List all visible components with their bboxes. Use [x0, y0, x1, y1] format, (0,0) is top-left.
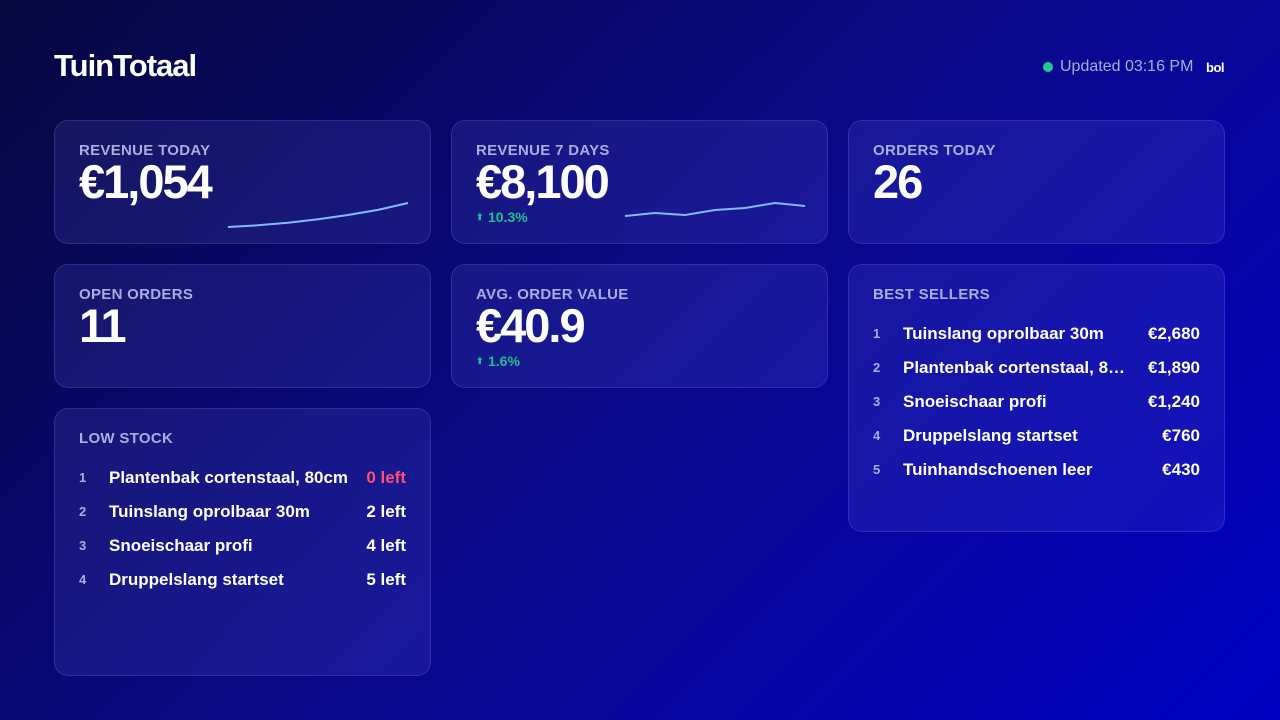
- list-name: Tuinhandschoenen leer: [903, 460, 1093, 479]
- list-name: Plantenbak cortenstaal, 80cm: [903, 358, 1131, 377]
- list-value: 0 left: [366, 468, 406, 487]
- list-name: Snoeischaar profi: [903, 392, 1047, 411]
- sparkline: [227, 202, 409, 228]
- list-value: 2 left: [366, 502, 406, 521]
- list-rank: 4: [873, 428, 881, 443]
- list-card: BEST SELLERS 1 Tuinslang oprolbaar 30m €2,6…: [848, 264, 1225, 532]
- kpi-value: €1,054: [79, 155, 213, 208]
- list-rank: 3: [873, 394, 881, 409]
- up-arrow: ⬆: [476, 356, 484, 366]
- kpi-label: ORDERS TODAY: [873, 142, 996, 159]
- delta-text: 10.3%: [488, 209, 528, 225]
- kpi-value: €8,100: [476, 155, 610, 208]
- kpi-value: 26: [873, 155, 923, 208]
- kpi-label: OPEN ORDERS: [79, 286, 194, 303]
- kpi-delta: ⬆ 1.6%: [476, 353, 520, 369]
- list-value: €2,680: [1148, 324, 1200, 343]
- kpi-label: AVG. ORDER VALUE: [476, 286, 629, 303]
- kpi-label: REVENUE TODAY: [79, 142, 211, 159]
- list-title: BEST SELLERS: [873, 286, 990, 303]
- list-rank: 2: [873, 360, 881, 375]
- list-value: €1,890: [1148, 358, 1200, 377]
- delta-text: 1.6%: [488, 353, 520, 369]
- status-dot: [1043, 62, 1053, 72]
- list-name: Tuinslang oprolbaar 30m: [109, 502, 310, 521]
- list-value: €1,240: [1148, 392, 1200, 411]
- list-rank: 1: [79, 470, 87, 485]
- list-rank: 1: [873, 326, 881, 341]
- list-value: 4 left: [366, 536, 406, 555]
- list-rank: 4: [79, 572, 87, 587]
- kpi-card: REVENUE 7 DAYS €8,100 ⬆ 10.3%: [451, 120, 828, 244]
- list-name: Druppelslang startset: [903, 426, 1078, 445]
- sparkline-line: [624, 202, 806, 217]
- app-title: TuinTotaal: [54, 48, 197, 83]
- kpi-value: €40.9: [476, 299, 586, 352]
- kpi-card: OPEN ORDERS 11: [54, 264, 431, 388]
- list-name: Druppelslang startset: [109, 570, 284, 589]
- kpi-card: ORDERS TODAY 26: [848, 120, 1225, 244]
- list-value: 5 left: [366, 570, 406, 589]
- list-name: Snoeischaar profi: [109, 536, 253, 555]
- up-arrow: ⬆: [476, 212, 484, 222]
- status-text: Updated 03:16 PM: [1060, 58, 1194, 75]
- list-value: €760: [1162, 426, 1200, 445]
- kpi-value: 11: [79, 299, 127, 352]
- kpi-label: REVENUE 7 DAYS: [476, 142, 610, 159]
- list-rank: 3: [79, 538, 87, 553]
- sparkline-line: [227, 202, 409, 228]
- list-value: €430: [1162, 460, 1200, 479]
- list-rank: 2: [79, 504, 87, 519]
- list-rank: 5: [873, 462, 881, 477]
- kpi-card: REVENUE TODAY €1,054: [54, 120, 431, 244]
- kpi-card: AVG. ORDER VALUE €40.9 ⬆ 1.6%: [451, 264, 828, 388]
- brand: bol: [1206, 60, 1225, 75]
- list-name: Tuinslang oprolbaar 30m: [903, 324, 1104, 343]
- kpi-delta: ⬆ 10.3%: [476, 209, 528, 225]
- list-name: Plantenbak cortenstaal, 80cm: [109, 468, 349, 487]
- sparkline: [624, 202, 806, 217]
- list-title: LOW STOCK: [79, 430, 174, 447]
- list-card: LOW STOCK 1 Plantenbak cortenstaal, 80cm 0 …: [54, 408, 431, 676]
